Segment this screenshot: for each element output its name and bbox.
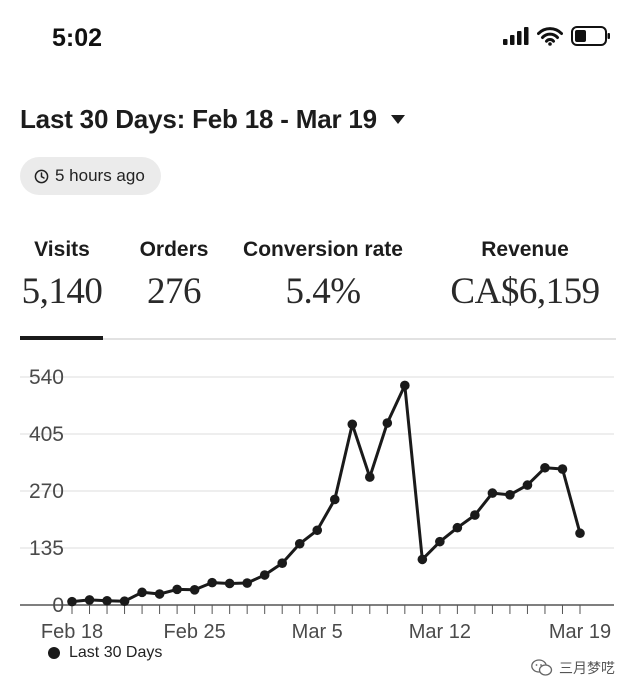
series-line [71, 383, 582, 604]
battery-icon [571, 26, 610, 46]
data-point [575, 528, 585, 539]
data-point [312, 525, 323, 536]
metric-label: Orders [139, 238, 209, 261]
data-point [137, 587, 147, 598]
x-tick-label: Mar 5 [292, 621, 343, 640]
data-point [189, 585, 200, 595]
status-time: 5:02 [52, 24, 103, 52]
cellular-signal-icon [503, 27, 529, 45]
metric-tab-conversion-rate[interactable]: Conversion rate 5.4% [232, 238, 414, 313]
data-point [347, 419, 358, 430]
data-point [400, 380, 410, 391]
data-point [505, 490, 515, 500]
x-tick-label: Feb 25 [163, 621, 225, 640]
data-point [294, 538, 305, 549]
y-tick-label: 0 [52, 594, 64, 617]
data-point [540, 462, 550, 473]
data-point [119, 596, 130, 606]
status-bar: 5:02 [0, 0, 633, 80]
data-point [102, 595, 112, 606]
caret-down-icon [390, 115, 405, 124]
last-updated-text: 5 hours ago [55, 166, 145, 185]
metric-value: 5.4% [285, 271, 361, 312]
metric-label: Visits [34, 238, 90, 261]
metric-value: 276 [147, 271, 202, 312]
data-point [224, 578, 235, 589]
date-range-title: Last 30 Days: Feb 18 - Mar 19 [20, 104, 377, 134]
legend-label: Last 30 Days [69, 644, 163, 661]
x-tick-label: Feb 18 [41, 621, 103, 640]
date-range-selector[interactable]: Last 30 Days: Feb 18 - Mar 19 [20, 104, 405, 135]
data-point [435, 536, 445, 547]
data-point [329, 494, 340, 505]
metric-label: Conversion rate [243, 238, 403, 261]
wechat-icon [531, 659, 553, 676]
watermark: 三月梦呓 [531, 658, 615, 678]
metric-tab-orders[interactable]: Orders 276 [124, 238, 224, 313]
data-point [259, 570, 270, 580]
y-tick-label: 405 [29, 423, 64, 446]
metric-label: Revenue [481, 238, 569, 261]
last-updated-chip: 5 hours ago [20, 157, 161, 195]
x-tick-label: Mar 12 [409, 621, 471, 640]
data-point [364, 472, 375, 482]
data-point [172, 584, 182, 595]
data-point [417, 554, 428, 565]
status-icons [503, 26, 611, 46]
chart-legend: Last 30 Days [48, 644, 162, 662]
data-point [470, 510, 480, 520]
metric-value: 5,140 [21, 271, 103, 312]
y-tick-label: 135 [29, 537, 64, 560]
metric-tab-revenue[interactable]: Revenue CA$6,159 [430, 238, 620, 313]
watermark-text: 三月梦呓 [559, 660, 615, 676]
data-point [84, 595, 95, 605]
data-point [277, 558, 288, 568]
data-point [67, 596, 77, 607]
tabs-divider [20, 338, 616, 340]
data-point [207, 577, 217, 588]
legend-marker [48, 647, 60, 659]
data-point [154, 589, 165, 599]
data-point [522, 480, 533, 490]
x-tick-label: Mar 19 [549, 621, 611, 640]
wifi-icon [537, 26, 563, 46]
data-point [242, 578, 252, 588]
visits-line-chart: 0 135 270 405 540 Feb 18 Feb 25 Mar 5 Mar 12 Mar … [20, 366, 614, 640]
data-point [382, 418, 393, 428]
data-point [487, 488, 498, 498]
data-point [557, 464, 568, 474]
data-point [452, 522, 463, 533]
y-tick-label: 270 [29, 480, 64, 503]
metric-value: CA$6,159 [450, 271, 600, 312]
selected-tab-indicator [20, 336, 103, 340]
y-tick-label: 540 [29, 366, 64, 389]
clock-icon [34, 169, 49, 183]
metric-tab-visits[interactable]: Visits 5,140 [20, 238, 104, 313]
